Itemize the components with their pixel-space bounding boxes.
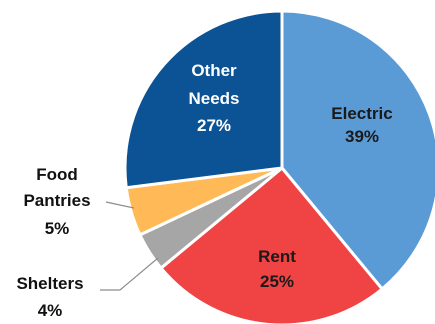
- food-pantries-percent: 5%: [45, 219, 70, 238]
- food-pantries-label-line1: Food: [36, 165, 78, 184]
- shelters-percent: 4%: [38, 301, 63, 320]
- slice-electric: [280, 9, 435, 291]
- other-needs-percent: 27%: [197, 116, 231, 135]
- rent-percent: 25%: [260, 272, 294, 291]
- pie-slices: [123, 9, 435, 324]
- electric-percent: 39%: [345, 127, 379, 146]
- slice-rent: [159, 166, 384, 324]
- rent-label: Rent: [258, 247, 296, 266]
- other-needs-label-line1: Other: [191, 61, 237, 80]
- electric-label: Electric: [331, 104, 392, 123]
- food-pantries-leader-line: [105, 201, 135, 209]
- shelters-leader-line: [100, 257, 159, 291]
- shelters-label: Shelters: [16, 274, 83, 293]
- slice-other-needs: [123, 9, 284, 190]
- other-needs-label-line2: Needs: [188, 89, 239, 108]
- food-pantries-label-line2: Pantries: [23, 191, 90, 210]
